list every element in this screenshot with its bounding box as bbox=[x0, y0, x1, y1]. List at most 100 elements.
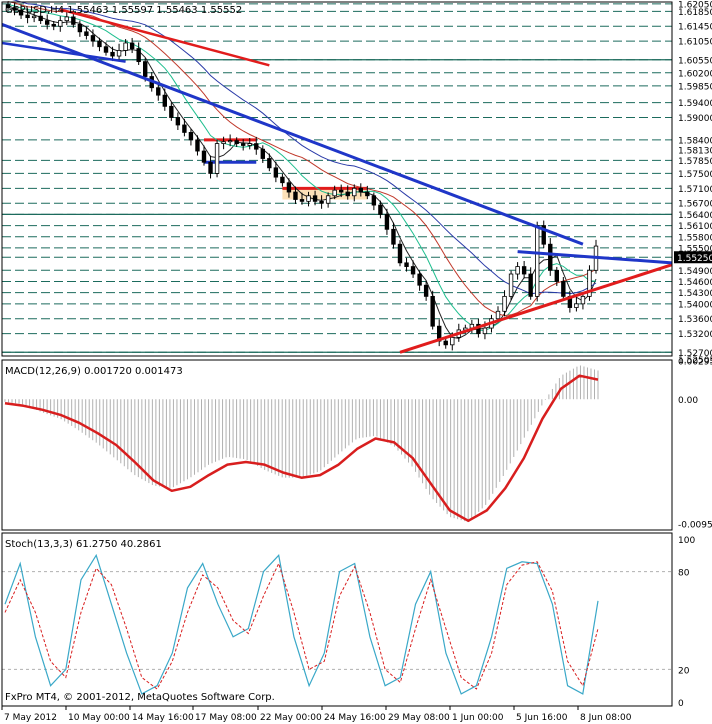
price-tick-label: 1.54600 bbox=[678, 278, 712, 288]
early-blue-trendline bbox=[1, 41, 126, 63]
price-tick-label: 1.52505 bbox=[678, 356, 712, 366]
candle-body bbox=[293, 191, 298, 200]
candle-body bbox=[221, 141, 226, 145]
candle-body bbox=[508, 273, 514, 297]
price-tick-label: 1.55800 bbox=[678, 233, 712, 243]
stoch-tick-label: 20 bbox=[678, 666, 690, 676]
price-tick-label: 1.56400 bbox=[678, 211, 712, 221]
moving-average-line bbox=[12, 0, 597, 295]
price-panel: GBPUSD,H4 1.55463 1.55597 1.55463 1.5555… bbox=[1, 0, 712, 366]
candle-body bbox=[51, 23, 56, 27]
candle-body bbox=[247, 143, 252, 146]
time-tick-label: 10 May 00:00 bbox=[68, 713, 130, 723]
candle-body bbox=[208, 161, 213, 174]
time-tick-label: 8 Jun 08:00 bbox=[580, 713, 632, 723]
candle-body bbox=[103, 46, 109, 53]
candle-body bbox=[123, 42, 128, 51]
candle-body bbox=[116, 50, 122, 57]
candle-body bbox=[156, 87, 161, 96]
early-red-trendline bbox=[59, 8, 270, 67]
stoch-main-line bbox=[4, 553, 599, 695]
candle-body bbox=[430, 295, 435, 327]
price-tick-label: 1.61850 bbox=[678, 8, 712, 18]
candle-body bbox=[84, 31, 89, 36]
candle-body bbox=[110, 51, 115, 57]
price-tick-label: 1.58130 bbox=[678, 146, 712, 156]
panel-frame bbox=[1, 532, 673, 707]
macd-signal-line bbox=[4, 374, 599, 523]
candle-body bbox=[143, 61, 148, 77]
stoch-signal-line bbox=[4, 561, 599, 690]
candle-body bbox=[169, 105, 174, 118]
candle-body bbox=[580, 295, 586, 305]
candle-body bbox=[404, 262, 409, 267]
time-tick-label: 17 May 08:00 bbox=[195, 713, 257, 723]
candle-body bbox=[397, 243, 403, 264]
candle-body bbox=[378, 204, 383, 215]
candle-body bbox=[306, 195, 311, 202]
time-axis: 7 May 2012 10 May 00:00 14 May 16:00 17 May… bbox=[1, 706, 632, 723]
candle-body bbox=[254, 143, 259, 150]
macd-panel: MACD(12,26,9) 0.001720 0.001473 0.00295 0.… bbox=[4, 358, 712, 531]
candle-body bbox=[417, 273, 422, 286]
candle-body bbox=[25, 14, 30, 19]
candle-body bbox=[352, 187, 357, 197]
candle-body bbox=[423, 284, 429, 297]
candle-body bbox=[521, 266, 527, 275]
time-tick-label: 14 May 16:00 bbox=[132, 713, 194, 723]
candle-body bbox=[482, 327, 488, 335]
candle-body bbox=[234, 140, 239, 144]
price-tick-label: 1.53200 bbox=[678, 330, 712, 340]
price-tick-label: 1.56700 bbox=[678, 200, 712, 210]
price-tick-label: 1.61050 bbox=[678, 38, 712, 48]
candle-body bbox=[77, 23, 83, 33]
candle-body bbox=[365, 191, 370, 197]
price-tick-label: 1.57500 bbox=[678, 170, 712, 180]
candle-body bbox=[5, 4, 11, 8]
watermark: FxPro MT4, © 2001-2012, MetaQuotes Softw… bbox=[5, 692, 275, 703]
time-tick-label: 22 May 00:00 bbox=[260, 713, 322, 723]
candle-body bbox=[90, 35, 96, 42]
price-tick-label: 1.59000 bbox=[678, 114, 712, 124]
candle-body bbox=[528, 273, 533, 297]
candle-body bbox=[561, 281, 566, 297]
consolidation-box bbox=[282, 188, 368, 200]
macd-tick-label: 0.00295 bbox=[678, 358, 712, 368]
candle-body bbox=[136, 48, 141, 63]
price-tick-label: 1.54900 bbox=[678, 267, 712, 277]
candle-body bbox=[587, 269, 592, 297]
candle-body bbox=[201, 150, 207, 163]
time-tick-label: 7 May 2012 bbox=[4, 713, 57, 723]
macd-tick-label: -0.00952 bbox=[678, 521, 712, 531]
candle-body bbox=[188, 132, 194, 141]
candle-body bbox=[280, 176, 285, 184]
price-tick-label: 1.59400 bbox=[678, 99, 712, 109]
time-tick-label: 24 May 16:00 bbox=[324, 713, 386, 723]
candle-body bbox=[31, 15, 37, 19]
candle-body bbox=[241, 143, 246, 146]
candle-body bbox=[345, 191, 350, 197]
price-tick-label: 1.52700 bbox=[678, 349, 712, 359]
candle-body bbox=[535, 225, 540, 297]
resistance-trendline bbox=[1, 22, 584, 246]
price-tick-label: 1.61450 bbox=[678, 23, 712, 33]
price-tick-label: 1.60200 bbox=[678, 69, 712, 79]
candle-body bbox=[227, 140, 233, 143]
candle-body bbox=[502, 295, 507, 312]
stoch-label: Stoch(13,3,3) 61.2750 40.2861 bbox=[5, 539, 162, 550]
candle-body bbox=[97, 40, 102, 48]
candle-body bbox=[58, 20, 63, 27]
candle-body bbox=[267, 158, 272, 169]
candle-body bbox=[371, 195, 377, 206]
current-price-label: 1.55250 bbox=[677, 254, 712, 264]
candle-body bbox=[71, 16, 76, 25]
candle-body bbox=[319, 200, 324, 204]
candle-body bbox=[260, 148, 265, 159]
price-tick-label: 1.57850 bbox=[678, 157, 712, 167]
time-tick-label: 29 May 08:00 bbox=[388, 713, 450, 723]
candle-body bbox=[443, 340, 448, 346]
candle-body bbox=[286, 182, 292, 193]
panel-frame bbox=[1, 1, 673, 357]
price-tick-label: 1.54300 bbox=[678, 289, 712, 299]
price-tick-label: 1.62050 bbox=[678, 0, 712, 10]
